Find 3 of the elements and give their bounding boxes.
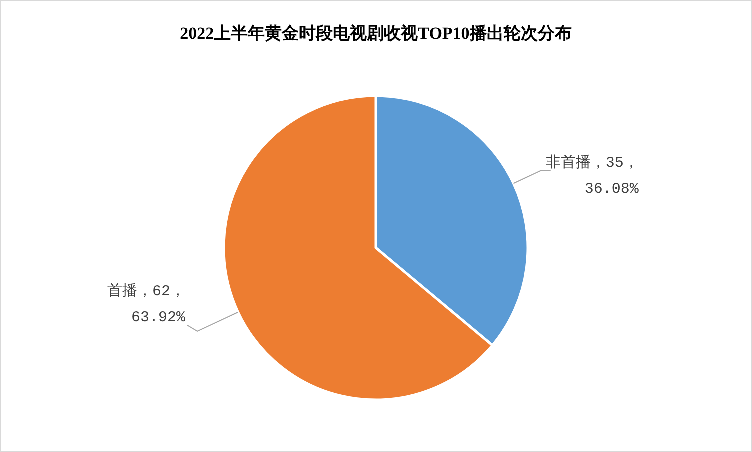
slice-label: 首播，62，63.92%: [108, 282, 187, 326]
chart-title: 2022上半年黄金时段电视剧收视TOP10播出轮次分布: [180, 24, 572, 43]
slice-label: 非首播，35，36.08%: [546, 154, 640, 198]
